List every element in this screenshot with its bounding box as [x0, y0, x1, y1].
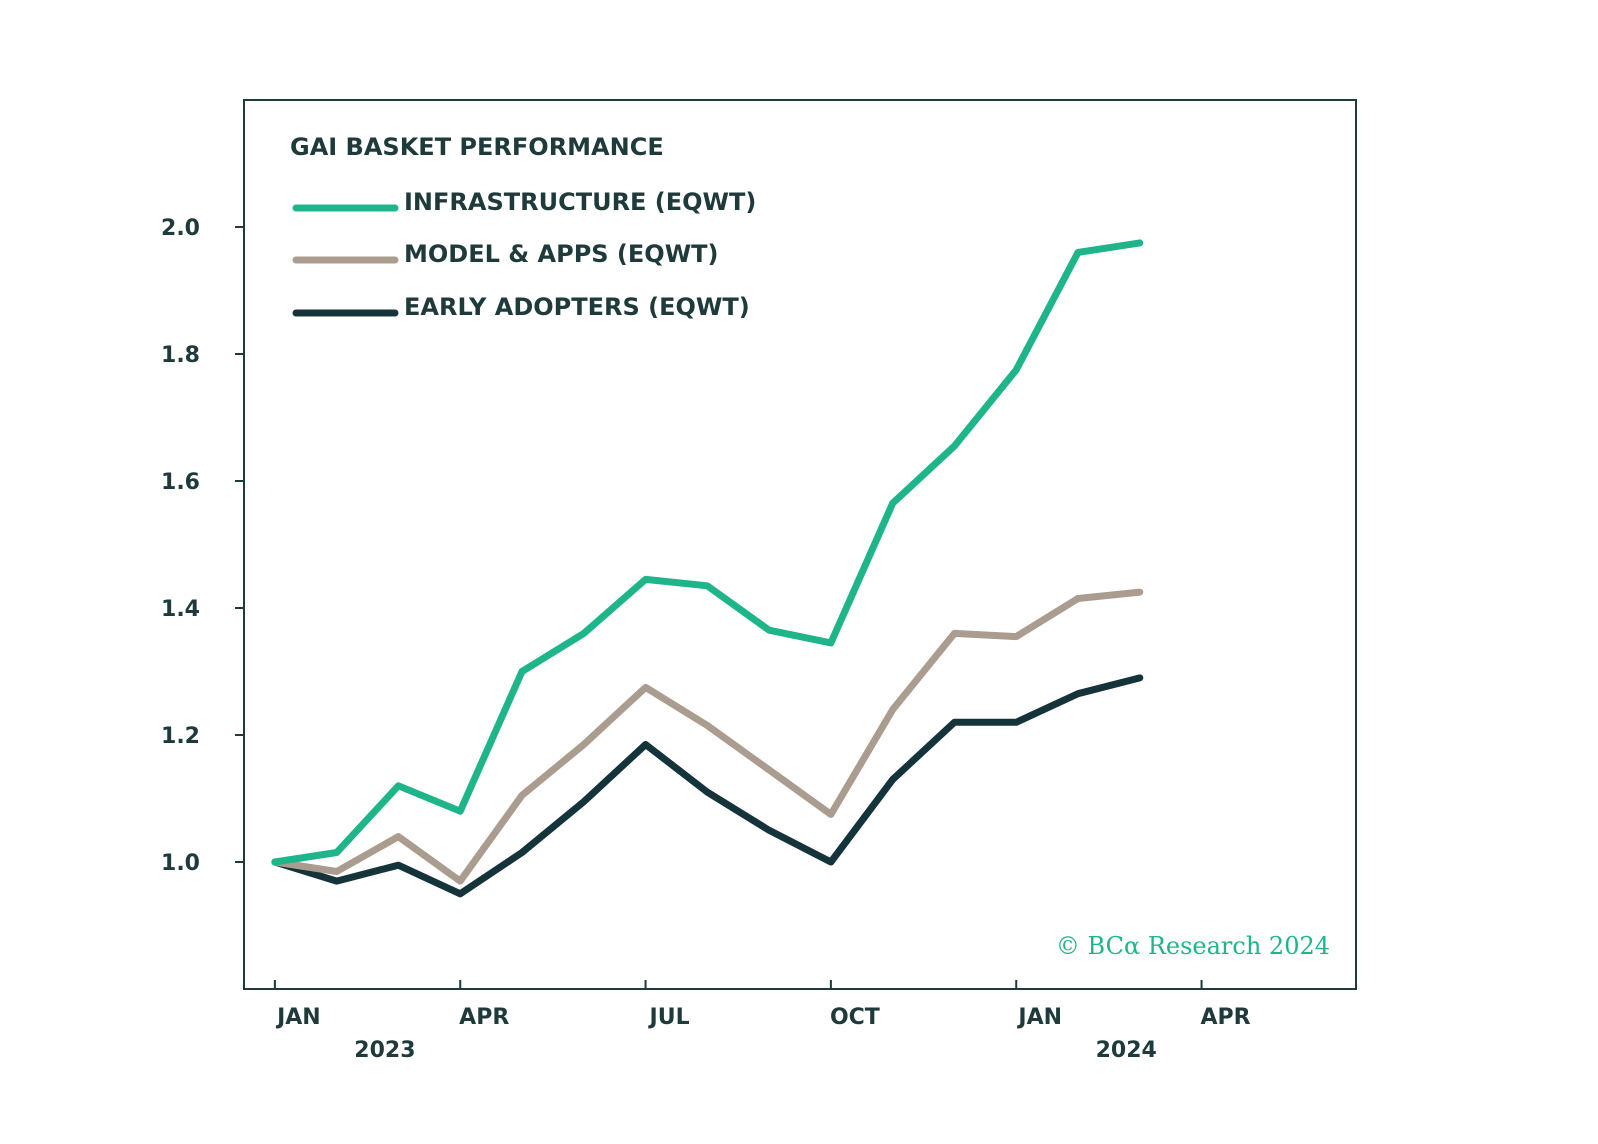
- x-tick-label-1: APR: [459, 1005, 509, 1030]
- series-line-model-apps-eqwt: [271, 588, 1144, 885]
- legend-label-model-apps: MODEL & APPS (EQWT): [404, 240, 719, 268]
- legend-label-infrastructure: INFRASTRUCTURE (EQWT): [404, 188, 756, 216]
- copyright-annotation: © BCα Research 2024: [1056, 932, 1330, 960]
- series-line-early-adopters-eqwt: [271, 674, 1144, 898]
- x-tick-label-5: APR: [1201, 1005, 1251, 1030]
- y-tick-label-1.2: 1.2: [161, 724, 200, 749]
- y-tick-label-1.8: 1.8: [161, 343, 200, 368]
- y-tick-label-1.6: 1.6: [161, 470, 200, 495]
- legend: INFRASTRUCTURE (EQWT) MODEL & APPS (EQWT…: [292, 188, 756, 321]
- series-lines: [271, 239, 1144, 898]
- y-tick-label-1.0: 1.0: [161, 851, 200, 876]
- plot-frame: [243, 99, 1357, 990]
- x-tick-label-3: OCT: [830, 1005, 880, 1030]
- y-axis: 1.0 1.2 1.4 1.6 1.8 2.0: [161, 216, 244, 876]
- x-tick-label-4: JAN: [1016, 1005, 1062, 1030]
- chart-title: GAI BASKET PERFORMANCE: [290, 133, 664, 161]
- legend-label-early-adopters: EARLY ADOPTERS (EQWT): [404, 293, 750, 321]
- x-year-label-2024: 2024: [1096, 1038, 1157, 1063]
- x-tick-label-2: JUL: [648, 1005, 690, 1030]
- y-tick-label-2.0: 2.0: [161, 216, 200, 241]
- x-tick-label-0: JAN: [275, 1005, 321, 1030]
- x-axis: JAN 2023 APR JUL OCT JAN 2024 APR: [273, 980, 1251, 1063]
- x-year-label-2023: 2023: [354, 1038, 415, 1063]
- series-line-infrastructure-eqwt: [271, 239, 1144, 866]
- y-tick-label-1.4: 1.4: [161, 597, 200, 622]
